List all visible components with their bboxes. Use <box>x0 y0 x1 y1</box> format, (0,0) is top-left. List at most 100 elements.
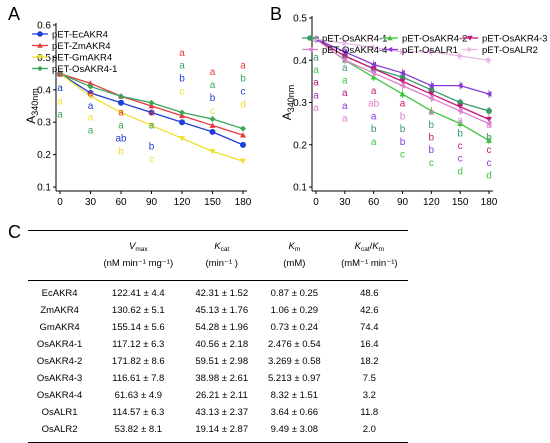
panel-b-data-point <box>370 69 377 76</box>
table-cell-value: 11.8 <box>360 407 379 418</box>
units-sample <box>28 257 92 281</box>
panel-b-x-tick-label: 180 <box>481 197 498 205</box>
panel-a-x-tick-label: 60 <box>115 197 127 205</box>
table-row: GmAKR4 155.14 ± 5.6 54.28 ± 1.96 0.73 ± 0.2… <box>28 319 408 336</box>
units-kcat-km: (mM⁻¹ min⁻¹) <box>330 257 408 281</box>
panel-a-data-point <box>240 141 246 148</box>
panel-b-data-point <box>486 57 492 64</box>
panel-b-significance-letter: a <box>313 52 319 63</box>
panel-a-data-point <box>118 99 124 106</box>
table-cell-value: 7.5 <box>362 373 376 384</box>
panel-b-y-tick-label: 0.1 <box>293 183 307 194</box>
table-cell-value: 74.4 <box>360 322 379 333</box>
table-cell-enzyme: EcAKR4 <box>41 288 78 299</box>
panel-b-data-point <box>370 61 377 68</box>
panel-a-x-tick-label: 90 <box>146 197 158 205</box>
panel-a-y-tick-label: 0.3 <box>37 118 51 129</box>
panel-b-significance-letter: a <box>429 107 435 118</box>
panel-b-significance-letter: a <box>342 114 348 125</box>
chart-a: 0.10.20.30.40.50.60306090120150180Time (… <box>24 21 252 206</box>
panel-a-x-tick-label: 180 <box>235 197 252 205</box>
panel-a-significance-letter: c <box>149 155 154 166</box>
panel-b-significance-letter: a <box>400 99 406 110</box>
panel-b-data-point <box>371 44 377 51</box>
panel-a-data-point <box>118 110 124 116</box>
panel-b-data-point <box>486 120 492 127</box>
panel-b-y-tick-label: 0.2 <box>293 140 307 151</box>
panel-b-significance-letter: a <box>342 63 348 74</box>
panel-b-x-tick-label: 150 <box>452 197 469 205</box>
units-kcat: (min⁻¹ ) <box>185 257 259 281</box>
panel-b-legend-label: pET-OsAKR4-1 <box>322 34 387 45</box>
panel-b-legend-label: pET-OsAKR4-3 <box>482 34 547 45</box>
panel-b-data-point <box>400 48 406 55</box>
table-cell-enzyme: OsAKR4-1 <box>36 339 83 350</box>
panel-a-x-tick-label: 120 <box>174 197 191 205</box>
panel-a-data-point <box>240 125 246 132</box>
panel-a-legend-marker <box>37 65 43 72</box>
panel-b-data-point <box>428 86 435 93</box>
table-cell-enzyme: ZmAKR4 <box>40 305 79 316</box>
table-cell-value: 43.13 ± 2.37 <box>195 407 249 418</box>
table-cell-value: 155.14 ± 5.6 <box>111 322 165 333</box>
panel-a-y-axis-label: A340nm <box>24 88 40 124</box>
panel-b-significance-letter: a <box>342 101 348 112</box>
panel-a-legend-label: pET-GmAKR4 <box>52 53 112 64</box>
table-cell-value: 122.41 ± 4.4 <box>111 288 165 299</box>
panel-b-significance-letter: b <box>457 128 463 139</box>
table-row: OsAKR4-1 117.12 ± 6.3 40.56 ± 2.18 2.476 ± … <box>28 336 408 353</box>
panel-b-significance-letter: a <box>313 103 319 114</box>
panel-b-significance-letter: a <box>371 86 377 97</box>
panel-a-data-point <box>240 158 246 165</box>
panel-b-legend-marker <box>307 35 313 41</box>
panel-b-significance-letter: a <box>342 88 348 99</box>
panel-label-a: A <box>8 4 21 24</box>
panel-a-significance-letter: a <box>57 109 63 120</box>
panel-b-significance-letter: c <box>458 154 463 165</box>
panel-b-x-tick-label: 30 <box>339 197 351 205</box>
header-kcat-km: Kcat/Km <box>330 230 408 257</box>
panel-a-significance-letter: a <box>57 69 63 80</box>
panel-a-x-tick-label: 0 <box>57 197 63 205</box>
panel-a-y-tick-label: 0.5 <box>37 53 51 64</box>
panel-a-data-point <box>148 123 155 129</box>
table-cell-value: 59.51 ± 2.98 <box>195 356 249 367</box>
table-cell-value: 0.87 ± 0.25 <box>270 288 319 299</box>
table-cell-value: 117.12 ± 6.3 <box>112 339 165 350</box>
panel-a-data-point <box>87 80 94 86</box>
table-cell-value: 171.82 ± 8.6 <box>111 356 165 367</box>
panel-a-significance-letter: a <box>88 101 94 112</box>
panel-a-data-point <box>209 122 216 128</box>
table-cell-value: 38.98 ± 2.61 <box>195 373 249 384</box>
panel-b-data-point <box>457 107 463 114</box>
panel-b-y-axis-label-sub: 340nm <box>286 85 296 113</box>
panel-b-legend-marker <box>467 35 473 41</box>
panel-b-significance-letter: d <box>486 171 492 182</box>
table-cell-value: 3.269 ± 0.58 <box>267 356 321 367</box>
panel-b-data-point <box>457 53 464 60</box>
panel-b-significance-letter: c <box>458 141 463 152</box>
panel-a-data-point <box>148 109 155 116</box>
table-row: OsALR2 53.82 ± 8.1 19.14 ± 2.87 9.49 ± 3.08… <box>28 421 408 443</box>
panel-b-legend-marker <box>387 46 393 53</box>
panel-b-data-point <box>341 48 348 55</box>
panel-b-legend-marker <box>307 46 313 53</box>
panel-b-data-point <box>399 69 405 76</box>
panel-b-data-point <box>457 82 463 89</box>
panel-b-significance-letter: a <box>313 78 319 89</box>
panel-a-significance-letter: a <box>88 113 94 124</box>
panel-a-legend-marker <box>37 54 43 60</box>
panel-b-legend-marker <box>387 35 393 41</box>
panel-a-significance-letter: b <box>118 147 124 158</box>
panel-a-x-tick-label: 150 <box>204 197 221 205</box>
table-row: OsAKR4-2 171.82 ± 8.6 59.51 ± 2.98 3.269 ± … <box>28 353 408 370</box>
panel-a-y-tick-label: 0.6 <box>37 21 51 32</box>
table-cell-value: 40.56 ± 2.18 <box>195 339 249 350</box>
kinetics-table: Vmax Kcat Km Kcat/Km (nM min⁻¹ mg⁻¹) (mi… <box>28 230 408 443</box>
panel-b-significance-letter: a <box>313 90 319 101</box>
panel-a-significance-letter: b <box>240 74 246 85</box>
table-cell-value: 2.0 <box>330 421 408 443</box>
table-units-row: (nM min⁻¹ mg⁻¹) (min⁻¹ ) (mM) (mM⁻¹ min⁻… <box>28 257 408 281</box>
header-vmax: Vmax <box>91 230 186 257</box>
panel-a-legend-label: pET-OsAKR4-1 <box>52 64 117 75</box>
